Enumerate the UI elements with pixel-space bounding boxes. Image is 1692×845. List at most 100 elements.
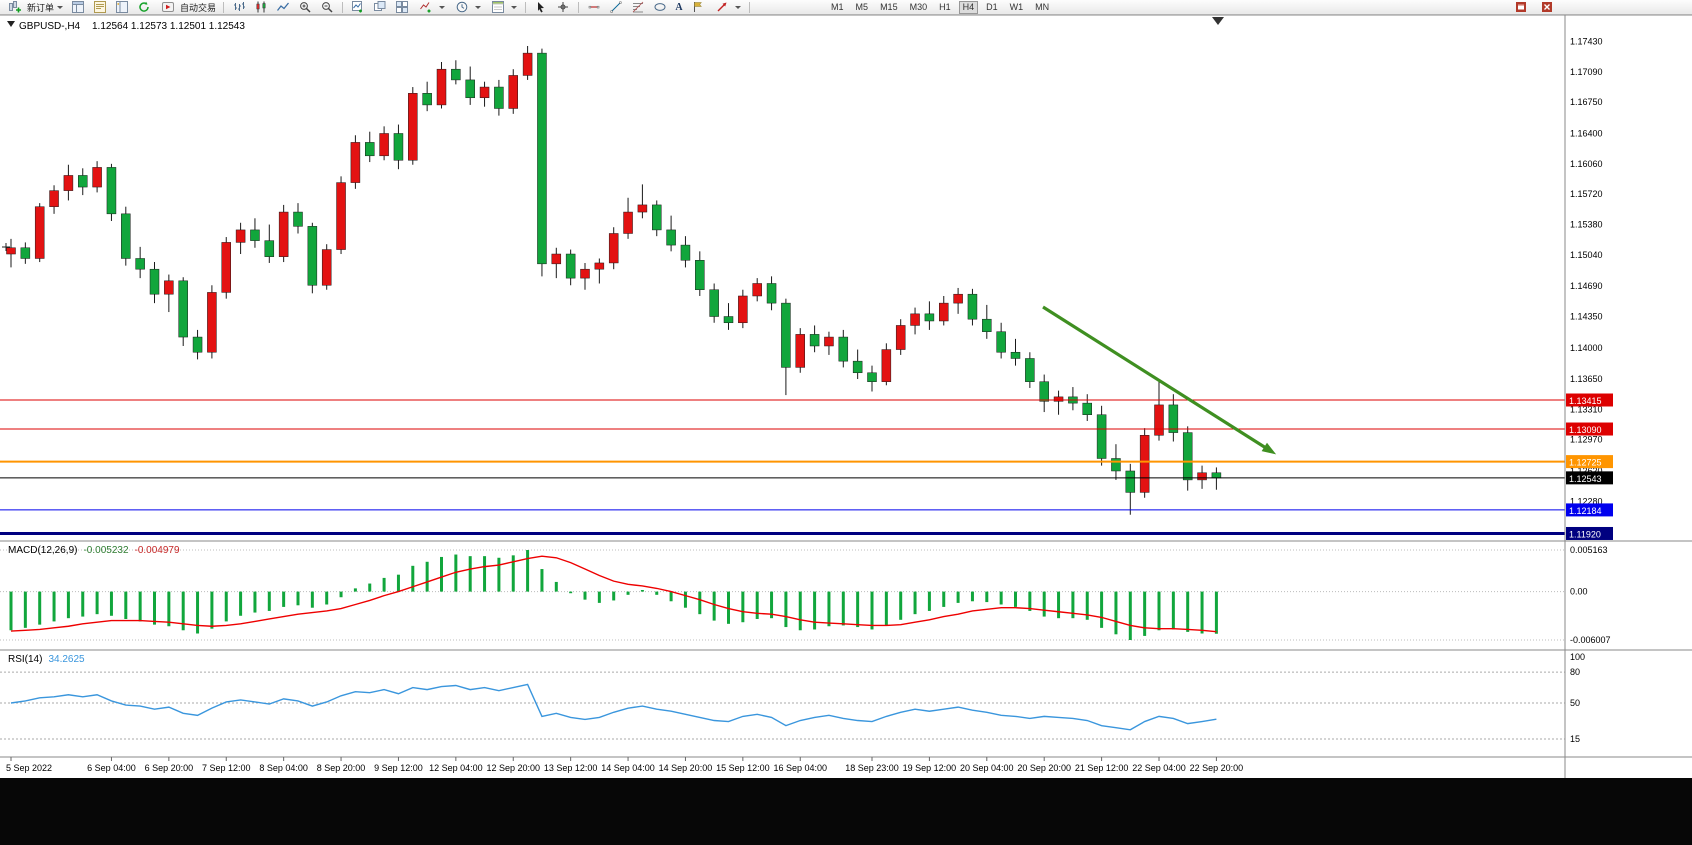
shapes-tool-icon[interactable]: [650, 1, 670, 14]
chevron-down-icon: [57, 5, 64, 9]
candle-body: [1096, 414, 1107, 459]
trend-arrow[interactable]: [1042, 305, 1277, 455]
candle-body: [350, 142, 361, 183]
price-badge-label: 1.12543: [1569, 474, 1602, 484]
timeframe-m15[interactable]: M15: [880, 1, 898, 12]
crosshair-icon[interactable]: [553, 1, 573, 14]
timeframe-m30[interactable]: M30: [909, 1, 928, 12]
candle-body: [293, 211, 303, 227]
label-tool-icon[interactable]: [688, 1, 708, 14]
timeframe-switcher: M1 M5 M15 M30 H1 H4 D1 W1 MN: [825, 0, 1055, 14]
macd-panel: [9, 549, 1218, 641]
text-tool-icon[interactable]: A: [675, 1, 683, 13]
rsi-scale-label: 50: [1570, 698, 1580, 708]
timeframe-mn[interactable]: MN: [1035, 1, 1050, 12]
cascade-windows-icon[interactable]: [370, 1, 390, 14]
price-tick-label: 1.15380: [1570, 220, 1603, 230]
price-tick-label: 1.12970: [1570, 435, 1603, 445]
periods-button[interactable]: [450, 1, 484, 14]
candle-body: [78, 175, 88, 188]
window-controls: [1511, 1, 1557, 14]
trendline-tool-icon[interactable]: [606, 1, 626, 14]
candle-body: [982, 318, 992, 332]
line-chart-icon[interactable]: [273, 1, 293, 14]
new-order-button[interactable]: 新订单: [3, 1, 66, 14]
candle-body: [20, 247, 31, 259]
window-restore-icon[interactable]: [1511, 1, 1531, 14]
new-order-icon: [5, 1, 25, 14]
data-window-icon[interactable]: [90, 1, 110, 14]
candle-body: [580, 268, 590, 279]
timeframe-h1[interactable]: H1: [939, 1, 951, 12]
symbol-period-label: GBPUSD-,H4: [19, 21, 81, 32]
candle-body: [939, 302, 949, 322]
fibonacci-tool-icon[interactable]: [628, 1, 648, 14]
candle-body: [910, 313, 920, 326]
trend-arrow-head: [1261, 442, 1277, 455]
price-tick-label: 1.13650: [1570, 374, 1603, 384]
candle-body: [465, 79, 475, 99]
cursor-icon[interactable]: [531, 1, 551, 14]
candle-body: [1039, 381, 1049, 402]
price-badge: [1566, 471, 1613, 485]
time-tick-label: 16 Sep 04:00: [773, 763, 827, 773]
timeframe-w1[interactable]: W1: [1009, 1, 1024, 12]
zoom-in-icon[interactable]: [295, 1, 315, 14]
rsi-title: RSI(14) 34.2625: [8, 654, 85, 665]
price-tick-label: 1.17430: [1570, 37, 1603, 47]
candle-body: [121, 213, 131, 259]
candle-body: [795, 334, 805, 368]
time-tick-label: 6 Sep 04:00: [87, 763, 136, 773]
time-tick-label: 12 Sep 04:00: [429, 763, 483, 773]
price-chart[interactable]: 1.17430 1.17090 1.16750 1.16400 1.16060 1.157…: [0, 15, 1692, 845]
price-tick-label: 1.14690: [1570, 281, 1603, 291]
candle-body: [824, 336, 834, 347]
toolbar-separator: [525, 1, 527, 13]
chart-shift-marker[interactable]: [1212, 17, 1224, 25]
macd-scale-label: -0.006007: [1570, 635, 1611, 645]
candle-body: [766, 283, 777, 304]
time-tick-label: 19 Sep 12:00: [903, 763, 957, 773]
timeframe-m1[interactable]: M1: [831, 1, 844, 12]
candle-body: [953, 293, 963, 304]
navigator-icon[interactable]: [112, 1, 132, 14]
new-chart-icon[interactable]: [348, 1, 368, 14]
templates-button[interactable]: [486, 1, 520, 14]
time-tick-label: 22 Sep 20:00: [1190, 763, 1244, 773]
time-tick-label: 12 Sep 20:00: [486, 763, 540, 773]
refresh-icon[interactable]: [134, 1, 154, 14]
bar-chart-icon[interactable]: [229, 1, 249, 14]
candlestick-chart-icon[interactable]: [251, 1, 271, 14]
timeframe-h4[interactable]: H4: [958, 0, 979, 14]
candle-body: [522, 52, 533, 76]
indicators-button[interactable]: [414, 1, 448, 14]
time-tick-label: 6 Sep 20:00: [145, 763, 194, 773]
horizontal-line-tool-icon[interactable]: [584, 1, 604, 14]
arrows-tool-button[interactable]: [710, 1, 744, 14]
one-click-trading-toggle[interactable]: [7, 21, 15, 27]
candle-body: [852, 360, 863, 374]
time-tick-label: 13 Sep 12:00: [544, 763, 598, 773]
market-watch-icon[interactable]: [68, 1, 88, 14]
timeframe-d1[interactable]: D1: [986, 1, 998, 12]
tile-windows-icon[interactable]: [392, 1, 412, 14]
rsi-scale-label: 100: [1570, 652, 1585, 662]
candle-body: [149, 268, 160, 295]
candle-body: [307, 226, 318, 286]
candle-body: [1182, 432, 1193, 481]
window-close-icon[interactable]: [1537, 1, 1557, 14]
chevron-down-icon: [511, 5, 518, 9]
macd-signal-line: [10, 555, 1217, 633]
candle-body: [508, 75, 518, 109]
timeframe-m5[interactable]: M5: [855, 1, 869, 12]
chevron-down-icon: [735, 5, 742, 9]
bottom-panel: [0, 778, 1692, 845]
auto-trading-button[interactable]: 自动交易: [156, 1, 218, 14]
candle-body: [479, 86, 490, 99]
zoom-out-icon[interactable]: [317, 1, 337, 14]
indicators-icon: [416, 1, 436, 14]
time-tick-label: 20 Sep 20:00: [1017, 763, 1071, 773]
macd-title: MACD(12,26,9) -0.005232 -0.004979: [8, 545, 180, 556]
price-tick-label: 1.12620: [1570, 466, 1603, 476]
candle-body: [1111, 458, 1121, 472]
